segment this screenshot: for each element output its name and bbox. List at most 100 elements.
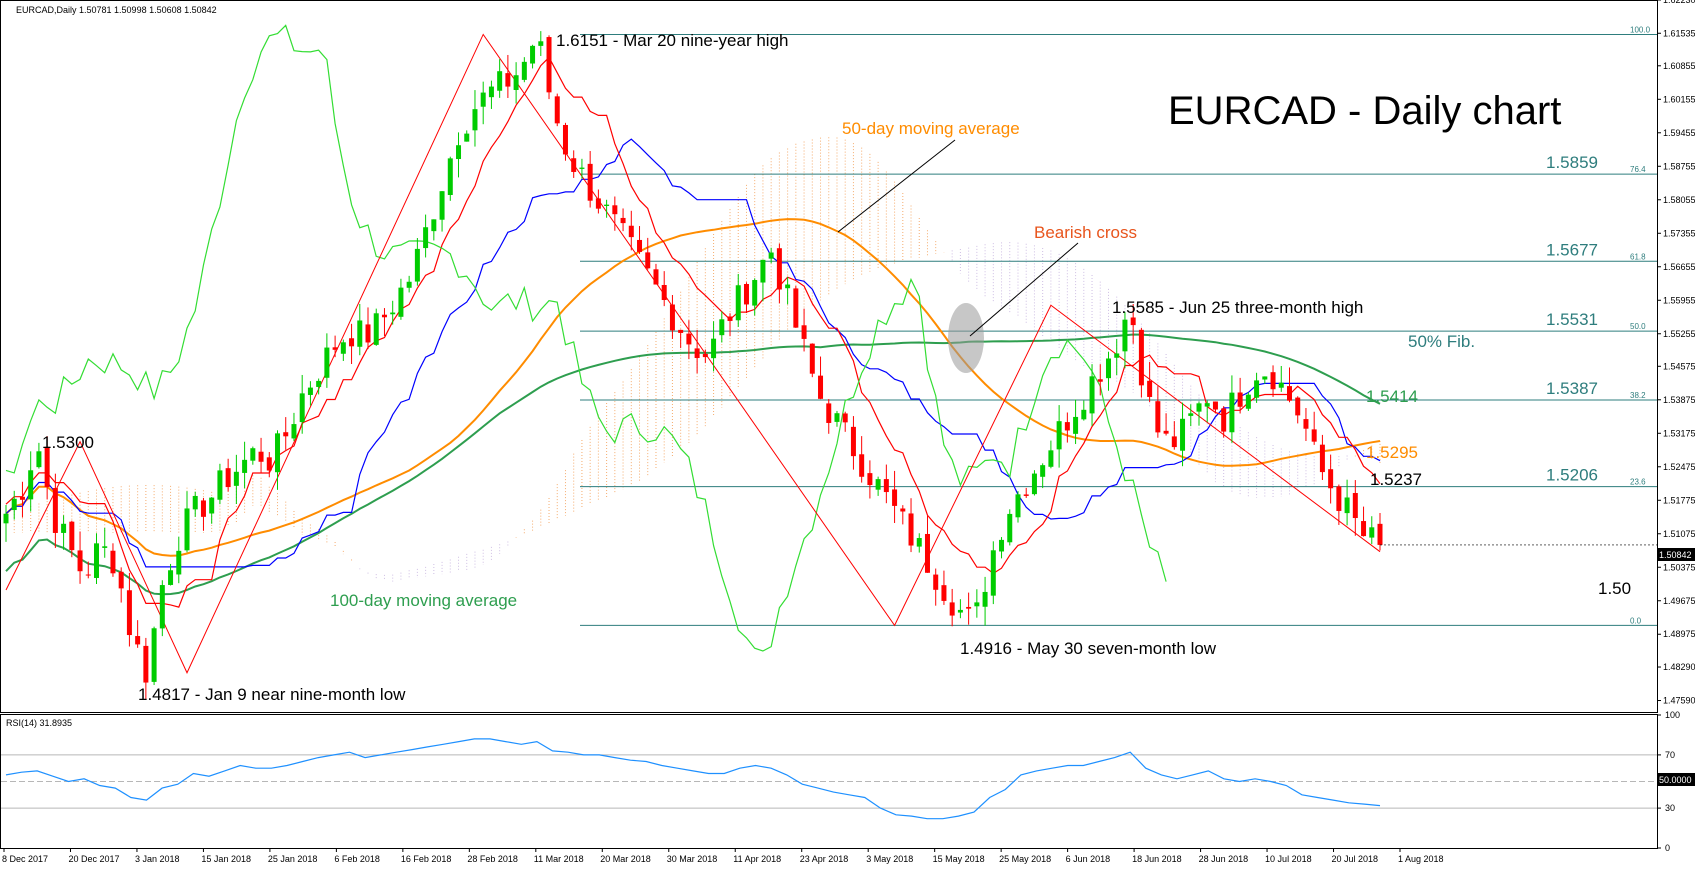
- candle-body: [85, 574, 91, 576]
- candle-body: [1295, 397, 1301, 416]
- candle-body: [900, 508, 906, 512]
- candle-body: [1204, 403, 1210, 407]
- annotation-nine-month-low: 1.4817 - Jan 9 near nine-month low: [138, 685, 406, 704]
- annotation-bearish-cross: Bearish cross: [1034, 223, 1137, 242]
- x-tick-label: 25 May 2018: [999, 854, 1051, 864]
- candle-body: [1147, 380, 1153, 397]
- candle-body: [826, 403, 832, 423]
- candle-body: [727, 316, 733, 321]
- candle-body: [1245, 394, 1251, 409]
- rsi-level-tag: 50.0000: [1659, 775, 1692, 785]
- candle-body: [1270, 372, 1276, 390]
- candle-body: [1138, 329, 1144, 386]
- candle-body: [69, 521, 75, 551]
- y-tick-label: 1.54575: [1663, 361, 1695, 371]
- candle-body: [546, 37, 552, 93]
- annotation-nine-year-high: 1.6151 - Mar 20 nine-year high: [556, 31, 788, 50]
- kijun-value-label: 1.5237: [1370, 470, 1422, 489]
- y-tick-label: 1.48975: [1663, 629, 1695, 639]
- candle-body: [176, 550, 182, 575]
- x-tick-label: 18 Jun 2018: [1132, 854, 1182, 864]
- candle-body: [694, 348, 700, 359]
- candle-body: [1122, 319, 1128, 352]
- x-tick-label: 8 Dec 2017: [2, 854, 48, 864]
- ma50-pointer: [837, 139, 956, 233]
- candle-body: [332, 347, 338, 350]
- candle-body: [661, 284, 667, 301]
- current-price-tag: 1.50842: [1659, 550, 1692, 560]
- current-price-tag-bg: [1657, 548, 1695, 561]
- candle-body: [1352, 493, 1358, 519]
- fib-level-percent: 61.8: [1630, 252, 1646, 261]
- fib-level-value: 1.5206: [1546, 466, 1598, 485]
- x-tick-label: 1 Aug 2018: [1398, 854, 1444, 864]
- candle-body: [941, 585, 947, 601]
- candle-body: [94, 543, 100, 578]
- candle-body: [464, 133, 470, 142]
- annotation-1-50: 1.50: [1598, 579, 1631, 598]
- rsi-header: RSI(14) 31.8935: [6, 718, 72, 728]
- x-tick-label: 28 Feb 2018: [467, 854, 518, 864]
- candle-body: [52, 488, 58, 533]
- candle-body: [1311, 429, 1317, 442]
- annotation-1-5300: 1.5300: [42, 433, 94, 452]
- candle-body: [793, 288, 799, 328]
- candle-body: [135, 636, 141, 645]
- candle-body: [908, 513, 914, 546]
- candle-body: [579, 167, 585, 169]
- candle-body: [686, 333, 692, 345]
- y-tick-label: 1.58755: [1663, 161, 1695, 171]
- bearish-cross-pointer: [969, 242, 1079, 337]
- candle-body: [1369, 527, 1375, 538]
- candle-body: [653, 269, 659, 285]
- fib-level-value: 1.5531: [1546, 310, 1598, 329]
- x-tick-label: 20 Jul 2018: [1332, 854, 1379, 864]
- tenkan-line: [5, 56, 1381, 608]
- candle-body: [1336, 486, 1342, 511]
- rsi-tick-label: 30: [1665, 803, 1675, 813]
- candle-body: [571, 158, 577, 172]
- x-tick-label: 3 Jan 2018: [135, 854, 180, 864]
- y-tick-label: 1.55955: [1663, 295, 1695, 305]
- y-tick-label: 1.58055: [1663, 195, 1695, 205]
- candle-body: [184, 508, 190, 551]
- candle-body: [1097, 379, 1103, 382]
- chikou-line: [5, 24, 1167, 652]
- rsi-line: [5, 738, 1381, 820]
- candle-body: [357, 320, 363, 347]
- y-tick-label: 1.56655: [1663, 262, 1695, 272]
- fib-level-value: 1.5859: [1546, 153, 1598, 172]
- candle-body: [480, 92, 486, 107]
- candle-body: [414, 248, 420, 282]
- x-tick-label: 15 May 2018: [933, 854, 985, 864]
- candle-body: [19, 496, 25, 500]
- x-tick-label: 10 Jul 2018: [1265, 854, 1312, 864]
- candle-body: [1319, 444, 1325, 473]
- fib-level-percent: 50.0: [1630, 322, 1646, 331]
- fib-level-percent: 76.4: [1630, 165, 1646, 174]
- candle-body: [143, 645, 149, 683]
- candle-body: [1015, 494, 1021, 518]
- candle-body: [110, 550, 116, 574]
- candle-body: [365, 324, 371, 343]
- candle-body: [999, 539, 1005, 552]
- candle-body: [439, 191, 445, 220]
- candle-body: [11, 498, 17, 511]
- fib-level-percent: 0.0: [1630, 616, 1642, 625]
- candle-body: [1155, 401, 1161, 433]
- candle-body: [1229, 392, 1235, 433]
- x-tick-label: 20 Dec 2017: [68, 854, 119, 864]
- y-tick-label: 1.51775: [1663, 495, 1695, 505]
- x-tick-label: 3 May 2018: [866, 854, 913, 864]
- candle-body: [669, 304, 675, 331]
- rsi-tick-label: 0: [1665, 843, 1670, 853]
- candle-body: [126, 590, 132, 636]
- candle-body: [192, 495, 198, 510]
- candle-body: [250, 448, 256, 461]
- y-tick-label: 1.59455: [1663, 128, 1695, 138]
- fib-level-percent: 23.6: [1630, 478, 1646, 487]
- candle-body: [275, 433, 281, 473]
- x-tick-label: 11 Apr 2018: [733, 854, 781, 864]
- candle-body: [159, 585, 165, 629]
- y-tick-label: 1.49675: [1663, 596, 1695, 606]
